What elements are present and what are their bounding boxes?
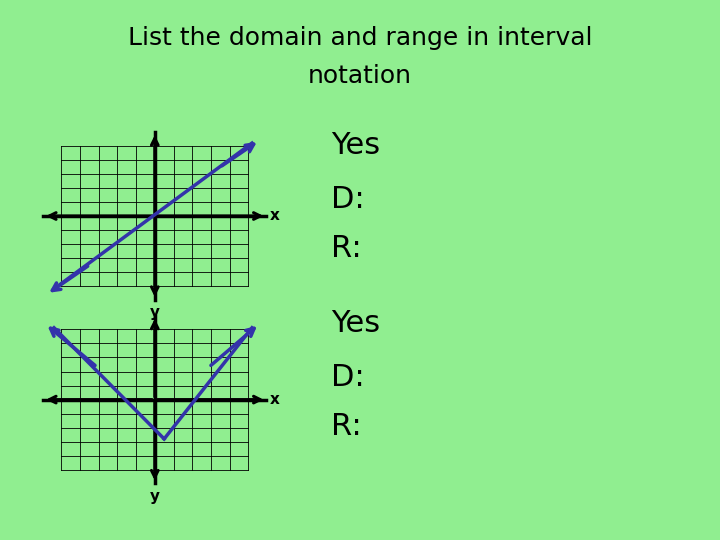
Text: D:: D: <box>331 185 365 214</box>
Text: x: x <box>270 208 280 223</box>
Text: List the domain and range in interval: List the domain and range in interval <box>127 26 593 50</box>
Text: Yes: Yes <box>331 309 380 339</box>
Text: R:: R: <box>331 234 362 263</box>
Text: y: y <box>150 305 160 320</box>
Text: notation: notation <box>308 64 412 87</box>
Text: Yes: Yes <box>331 131 380 160</box>
Text: D:: D: <box>331 363 365 393</box>
Text: R:: R: <box>331 412 362 441</box>
Text: x: x <box>270 392 280 407</box>
Text: y: y <box>150 489 160 504</box>
